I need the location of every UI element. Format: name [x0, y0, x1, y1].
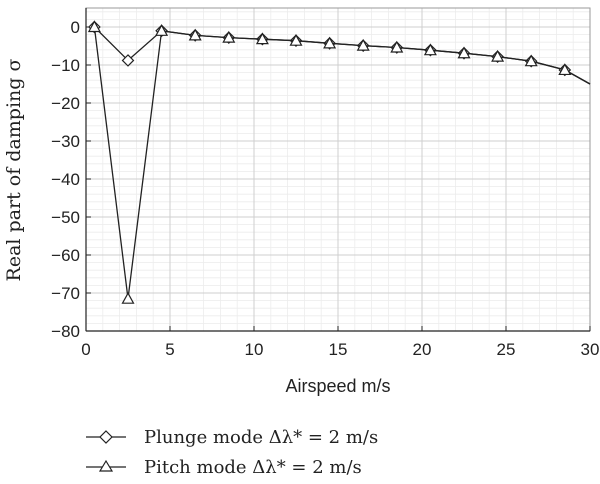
data-point-triangle	[491, 49, 505, 62]
data-point-triangle	[188, 28, 202, 41]
x-tick-label: 30	[581, 340, 600, 359]
legend-marker-triangle-icon	[98, 459, 114, 472]
y-tick-label: 0	[71, 18, 80, 37]
x-ticks: 0 5 10 15 20 25 30	[81, 326, 599, 359]
y-axis-title: Real part of damping σ	[3, 59, 25, 282]
series-layer	[87, 20, 591, 304]
y-tick-label: −40	[51, 170, 80, 189]
data-point-triangle	[524, 54, 538, 67]
data-point-triangle	[222, 30, 236, 43]
x-axis-title: Airspeed m/s	[285, 376, 390, 396]
legend-marker-diamond-icon	[99, 430, 113, 444]
data-point-triangle	[323, 36, 337, 49]
y-tick-label: −80	[51, 322, 80, 341]
data-point-triangle	[155, 24, 169, 36]
series-line-triangle	[93, 26, 591, 299]
y-tick-label: −30	[51, 132, 80, 151]
y-tick-label: −20	[51, 94, 80, 113]
x-tick-label: 20	[413, 340, 432, 359]
x-tick-label: 15	[329, 340, 348, 359]
data-point-triangle	[390, 40, 404, 53]
y-tick-label: −10	[51, 56, 80, 75]
legend: Plunge mode Δλ* = 2 m/s Pitch mode Δλ* =…	[86, 427, 378, 478]
legend-label-pitch: Pitch mode Δλ* = 2 m/s	[144, 457, 362, 478]
y-ticks: 0 −10 −20 −30 −40 −50 −60 −70 −80	[51, 18, 91, 341]
y-tick-label: −50	[51, 208, 80, 227]
data-point-triangle	[558, 63, 572, 76]
x-tick-label: 25	[497, 340, 516, 359]
data-point-triangle	[255, 32, 269, 45]
x-tick-label: 0	[81, 340, 90, 359]
y-tick-label: −70	[51, 284, 80, 303]
data-point-diamond	[121, 54, 135, 67]
data-point-triangle	[457, 46, 471, 59]
legend-item-pitch: Pitch mode Δλ* = 2 m/s	[86, 457, 362, 478]
data-point-triangle	[356, 38, 370, 51]
legend-item-plunge: Plunge mode Δλ* = 2 m/s	[86, 427, 378, 448]
series-triangle	[87, 20, 591, 304]
data-point-triangle	[289, 33, 303, 46]
data-point-triangle	[87, 20, 101, 33]
x-tick-label: 10	[245, 340, 264, 359]
x-tick-label: 5	[165, 340, 174, 359]
legend-label-plunge: Plunge mode Δλ* = 2 m/s	[144, 427, 378, 448]
data-point-triangle	[121, 291, 135, 304]
y-tick-label: −60	[51, 246, 80, 265]
data-point-triangle	[423, 43, 437, 56]
